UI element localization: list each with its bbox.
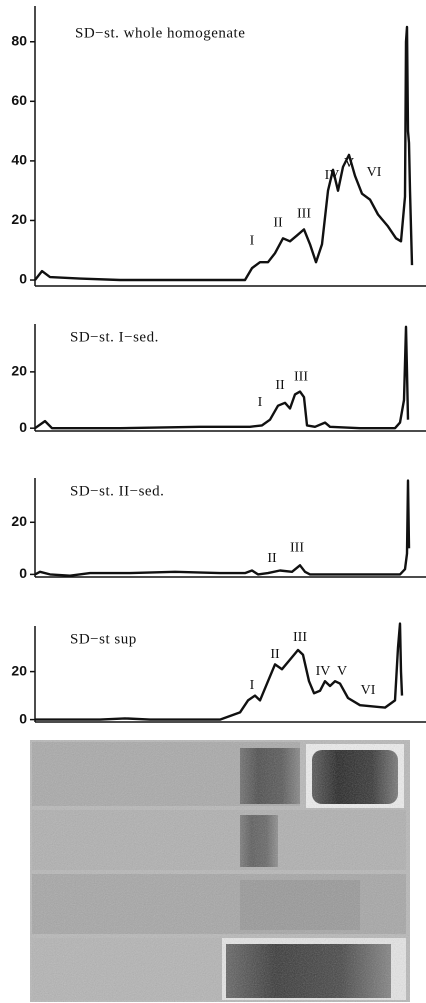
peak-label: III [293, 630, 307, 645]
trace [34, 325, 410, 430]
peak-label: II [273, 216, 283, 231]
peak-label: II [270, 647, 280, 662]
y-tick-label: 40 [11, 152, 27, 168]
y-tick-label: 0 [19, 419, 27, 435]
chart-title: SD−st sup [70, 631, 137, 647]
y-tick-label: 0 [19, 565, 27, 581]
peak-label: II [267, 551, 277, 566]
peak-label: IV [316, 664, 331, 679]
y-tick-label: 20 [11, 363, 27, 379]
peak-label: VI [367, 165, 382, 180]
peak-label: V [344, 156, 354, 171]
peak-label: VI [361, 683, 376, 698]
y-tick-label: 20 [11, 211, 27, 227]
peak-label: V [337, 664, 347, 679]
y-tick-label: 20 [11, 662, 27, 678]
chart-title: SD−st. II−sed. [70, 483, 164, 499]
trace [34, 479, 411, 577]
chart-title: SD−st. whole homogenate [75, 25, 245, 41]
trace [35, 622, 404, 721]
peak-label: IV [325, 168, 340, 183]
y-tick-label: 0 [19, 271, 27, 287]
peak-label: III [297, 207, 311, 222]
peak-label: I [250, 678, 255, 693]
gel-photo [30, 740, 410, 1002]
y-tick-label: 80 [11, 32, 27, 48]
peak-label: I [258, 395, 263, 410]
peak-label: III [290, 541, 304, 556]
peak-label: I [250, 234, 255, 249]
peak-label: III [294, 370, 308, 385]
y-tick-label: 60 [11, 92, 27, 108]
peak-label: II [275, 378, 285, 393]
y-tick-label: 0 [19, 710, 27, 726]
y-tick-label: 20 [11, 513, 27, 529]
trace [34, 25, 414, 282]
chart-title: SD−st. I−sed. [70, 329, 159, 345]
